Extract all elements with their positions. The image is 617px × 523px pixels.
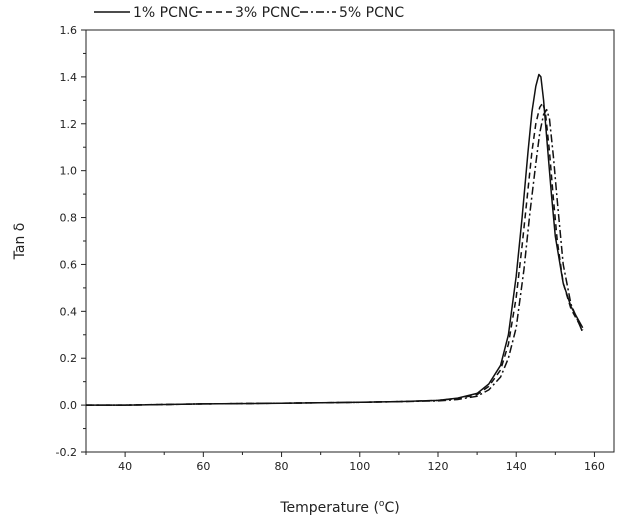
y-tick-label: 1.4 <box>60 71 78 84</box>
y-axis-label: Tan δ <box>12 223 28 261</box>
x-tick-label: 40 <box>118 460 132 473</box>
x-tick-label: 120 <box>428 460 449 473</box>
y-tick-label: 1.0 <box>60 165 78 178</box>
y-tick-label: -0.2 <box>56 446 77 459</box>
x-tick-label: 160 <box>584 460 605 473</box>
legend: 1% PCNC 3% PCNC 5% PCNC <box>94 5 404 21</box>
x-tick-label: 100 <box>349 460 370 473</box>
y-tick-label: 0.4 <box>60 305 78 318</box>
x-tick-label: 60 <box>196 460 210 473</box>
y-tick-label: 0.6 <box>60 258 78 271</box>
x-tick-label: 140 <box>506 460 527 473</box>
series-lines <box>86 73 584 406</box>
y-tick-label: 0.2 <box>60 352 78 365</box>
legend-label-2: 3% PCNC <box>235 5 300 21</box>
y-tick-label: 1.6 <box>60 24 78 37</box>
x-axis-label-degree: o <box>379 499 385 509</box>
legend-label-3: 5% PCNC <box>339 5 404 21</box>
legend-label-1: 1% PCNC <box>133 5 198 21</box>
y-tick-label: 0.8 <box>60 212 78 225</box>
x-tick-label: 80 <box>275 460 289 473</box>
series-line-1 <box>86 73 584 406</box>
y-tick-label: 1.2 <box>60 118 78 131</box>
series-line-3 <box>86 108 584 406</box>
x-axis-label: Temperature (oC) <box>279 499 399 516</box>
x-axis-label-unit: C) <box>384 500 399 516</box>
series-line-2 <box>86 101 584 406</box>
y-tick-label: 0.0 <box>60 399 78 412</box>
axis-ticks: -0.2 0.0 0.2 0.4 0.6 0.8 1.0 1.2 1.4 1.6 40 60 80 100… <box>56 24 605 473</box>
